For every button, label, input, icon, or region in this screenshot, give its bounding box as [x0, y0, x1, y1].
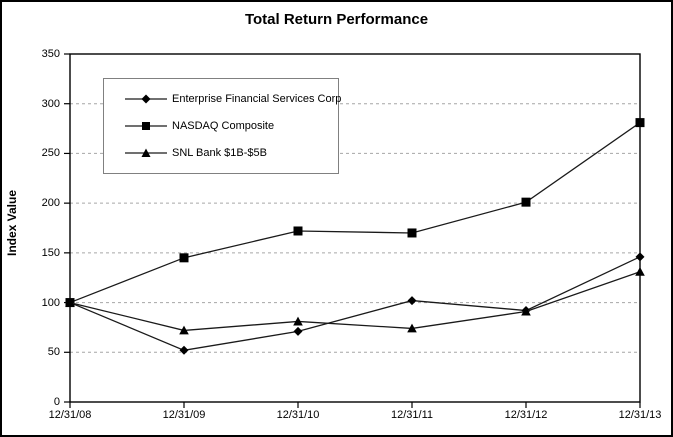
- data-point-square: [635, 118, 645, 128]
- x-tick-label: 12/31/09: [162, 409, 206, 421]
- legend-item-snl: SNL Bank $1B-$5B: [124, 147, 338, 159]
- data-point-triangle: [521, 306, 531, 316]
- x-tick-label: 12/31/13: [618, 409, 662, 421]
- series-line-diamond: [69, 256, 641, 351]
- y-tick-label: 200: [41, 197, 60, 210]
- data-point-triangle: [179, 325, 189, 335]
- data-point-triangle: [635, 266, 645, 276]
- x-tick-label: 12/31/10: [276, 409, 320, 421]
- x-tick-label: 12/31/08: [48, 409, 92, 421]
- y-tick-label: 50: [47, 346, 60, 359]
- chart-title: Total Return Performance: [244, 11, 429, 28]
- legend-item-nasdaq: NASDAQ Composite: [124, 120, 338, 132]
- legend-label: Enterprise Financial Services Corp: [172, 92, 342, 105]
- series-line-triangle: [69, 271, 641, 332]
- plot-border: [69, 53, 641, 403]
- square-marker-icon: [125, 121, 167, 130]
- legend-item-enterprise: Enterprise Financial Services Corp: [124, 92, 342, 105]
- legend-label: NASDAQ Composite: [172, 119, 275, 132]
- x-tick-label: 12/31/11: [390, 409, 433, 421]
- data-point-diamond: [179, 345, 189, 355]
- data-point-diamond: [293, 326, 303, 336]
- y-tick-label: 300: [41, 97, 60, 110]
- data-point-triangle: [407, 323, 417, 333]
- y-tick-label: 0: [53, 396, 60, 408]
- diamond-marker-icon: [125, 94, 167, 104]
- y-tick-label: 150: [41, 246, 60, 259]
- data-point-square: [521, 197, 531, 207]
- series-line-square: [69, 122, 641, 304]
- y-tick-label: 250: [41, 147, 60, 160]
- legend-label: SNL Bank $1B-$5B: [172, 147, 267, 160]
- y-tick-label: 350: [41, 48, 60, 60]
- data-point-square: [293, 226, 303, 236]
- data-point-square: [179, 253, 189, 263]
- data-point-diamond: [635, 252, 645, 262]
- data-point-triangle: [65, 297, 75, 307]
- data-point-triangle: [293, 316, 303, 326]
- data-point-diamond: [407, 296, 417, 306]
- legend: Enterprise Financial Services Corp NASDA…: [103, 78, 342, 174]
- triangle-marker-icon: [125, 148, 167, 158]
- y-tick-label: 100: [41, 296, 60, 309]
- x-tick-label: 12/31/12: [504, 409, 548, 421]
- data-point-square: [407, 228, 417, 238]
